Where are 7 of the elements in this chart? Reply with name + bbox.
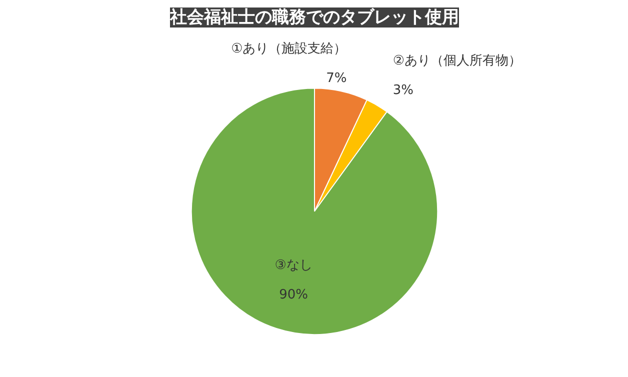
chart-title: 社会福祉士の職務でのタブレット使用 — [169, 8, 459, 28]
data-label: 3% — [392, 83, 414, 98]
data-label: 90% — [279, 287, 308, 302]
slice-label: ①あり（施設支給） — [231, 41, 347, 56]
slice-label: ③なし — [274, 258, 312, 273]
slice-label: ②あり（個人所有物） — [392, 54, 522, 69]
data-label: 7% — [326, 70, 347, 86]
